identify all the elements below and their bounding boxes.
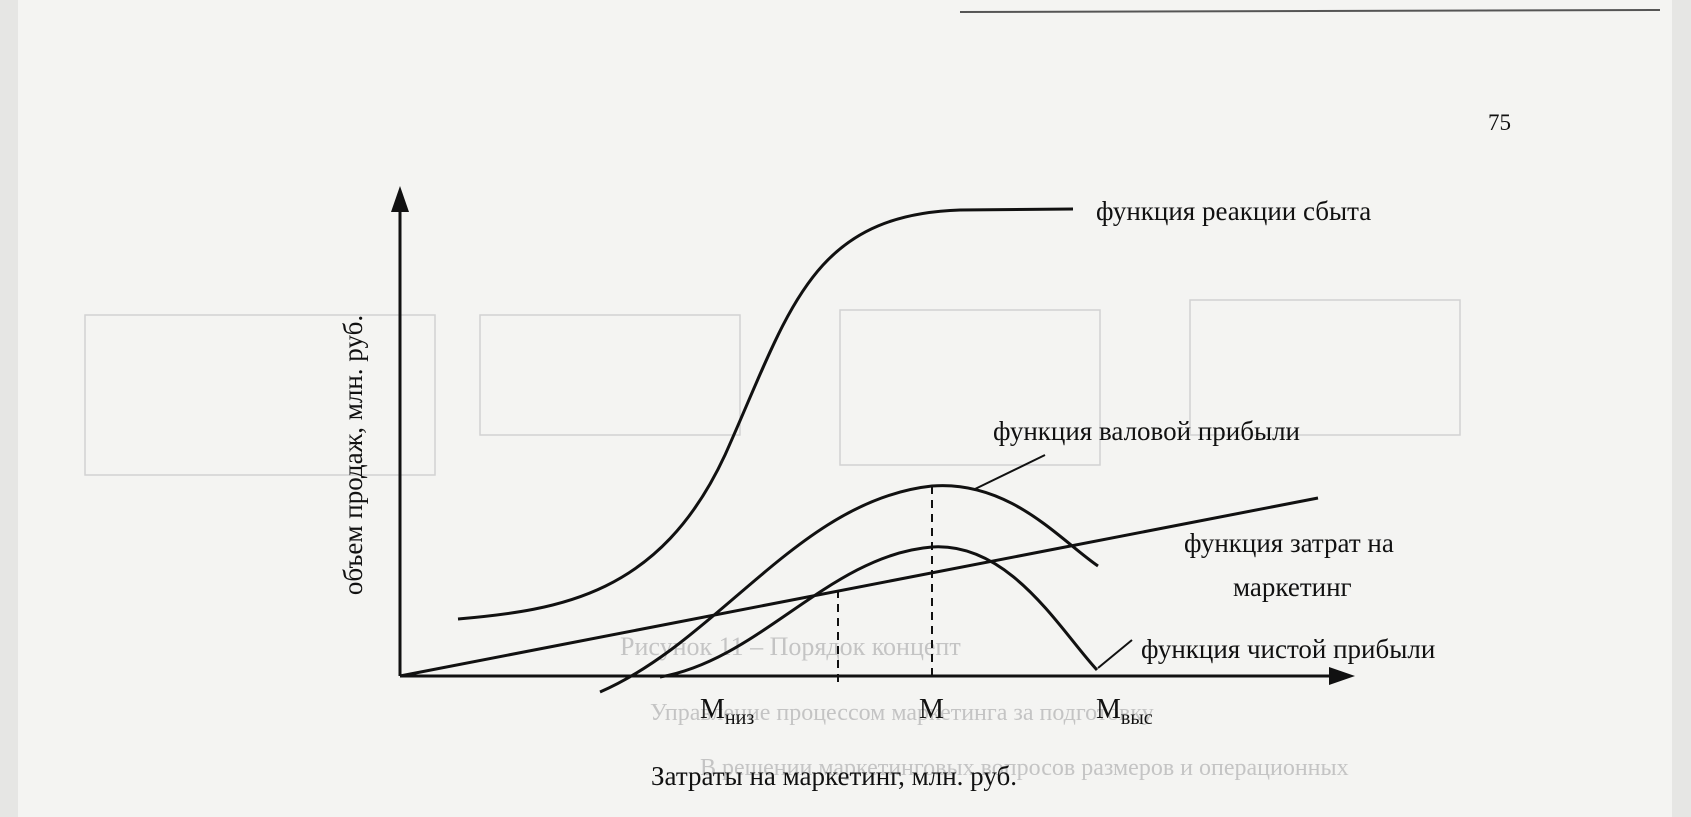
y-axis-arrowhead [391, 186, 409, 212]
bleed-through-text-1: Рисунок 11 – Порядок концепт [620, 632, 961, 661]
net-profit-curve [659, 545, 1099, 679]
tick-m: M [919, 694, 944, 725]
bleed-through-text-2: Управление процессом маркетинга за подго… [650, 700, 1154, 726]
gross-profit-leader-line [974, 454, 1046, 490]
gross-profit-curve [599, 484, 1099, 694]
x-axis-label: Затраты на маркетинг, млн. руб. [651, 761, 1017, 791]
net-profit-label: функция чистой прибыли [1141, 634, 1435, 664]
marketing-cost-label-line2: маркетинг [1233, 572, 1352, 602]
gross-profit-label: функция валовой прибыли [993, 416, 1300, 446]
sales-response-label: функция реакции сбыта [1096, 196, 1371, 226]
right-scan-edge [1672, 0, 1691, 817]
net-profit-leader-line [1097, 639, 1133, 669]
left-scan-edge [0, 0, 18, 817]
tick-m-low: Mниз [700, 694, 754, 729]
top-scan-edge-line [959, 9, 1661, 13]
x-axis-arrowhead [1329, 667, 1355, 685]
marketing-cost-label-line1: функция затрат на [1184, 528, 1394, 558]
marketing-cost-line [399, 496, 1319, 678]
tick-m-high: Mвыс [1096, 694, 1153, 729]
bleed-through-text-3: В решении маркетинговых вопросов размеро… [700, 755, 1349, 781]
page-number: 75 [1488, 110, 1511, 135]
y-axis-label: объем продаж, млн. руб. [338, 315, 368, 595]
sales-response-curve [457, 207, 1074, 621]
bleed-through-table [84, 299, 1461, 476]
